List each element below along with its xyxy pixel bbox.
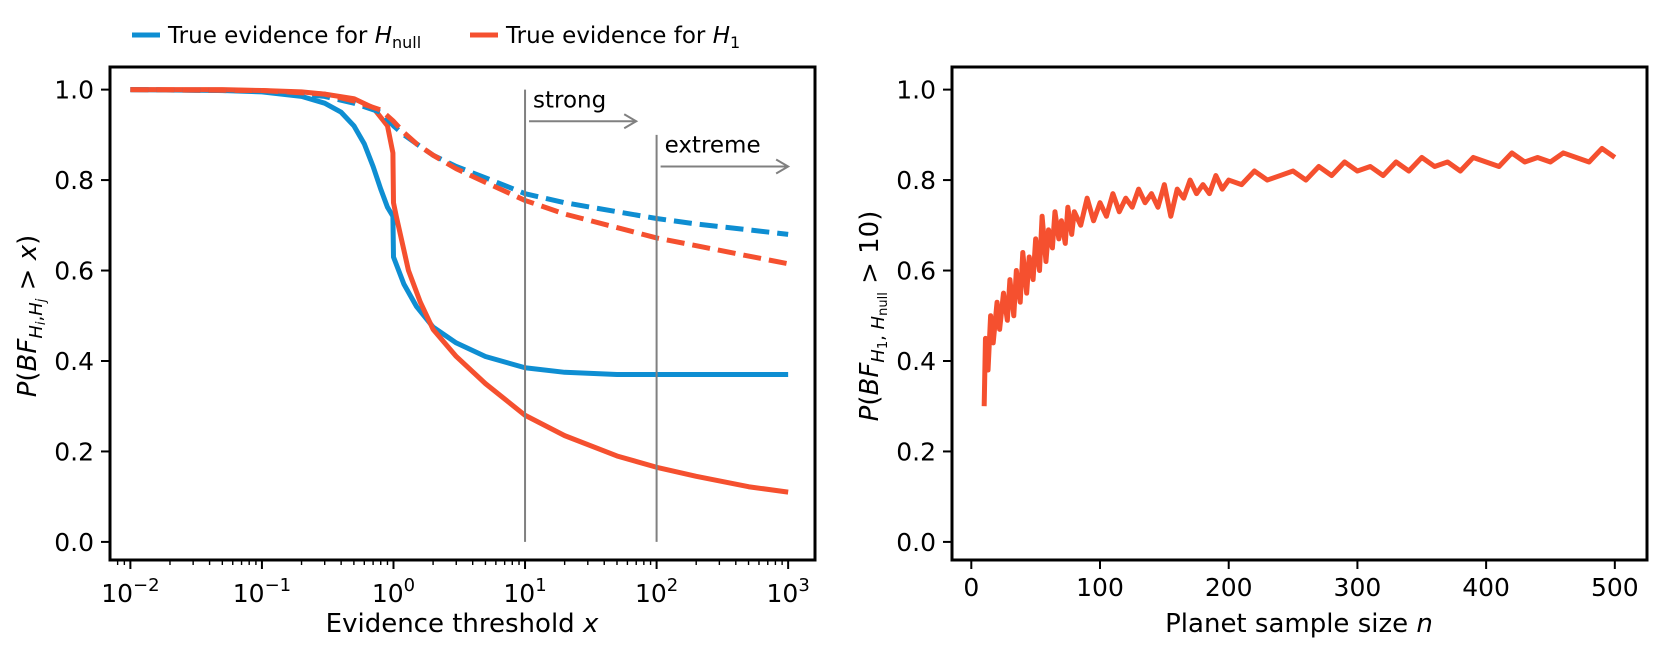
x-tick-label: 200 <box>1205 573 1253 602</box>
y-tick-label: 1.0 <box>54 76 94 105</box>
right-x-axis-label: Planet sample size n <box>1165 609 1433 639</box>
x-tick-label: 10−2 <box>101 575 159 608</box>
x-tick-label: 300 <box>1334 573 1382 602</box>
x-tick-label: 100 <box>1076 573 1124 602</box>
y-tick-label: 0.6 <box>54 257 94 286</box>
left-x-axis-label: Evidence threshold x <box>326 609 599 639</box>
y-tick-label: 0.8 <box>896 166 936 195</box>
left-chart-frame <box>108 65 817 562</box>
right-y-axis-label: P(BFH1, Hnull > 10) <box>855 211 891 422</box>
x-tick-label: 10−1 <box>233 575 291 608</box>
threshold-label-extreme: extreme <box>665 133 761 159</box>
legend: True evidence for Hnull True evidence fo… <box>132 23 740 52</box>
legend-label-h1: True evidence for H1 <box>505 23 740 52</box>
threshold-label-strong: strong <box>533 87 606 113</box>
series-line-1-0 <box>981 145 1617 407</box>
y-tick-label: 0.2 <box>54 437 94 466</box>
x-tick-label: 0 <box>963 573 979 602</box>
x-tick-label: 101 <box>503 575 546 608</box>
legend-label-hnull: True evidence for Hnull <box>167 23 421 52</box>
right-chart-frame <box>950 65 1649 562</box>
y-tick-label: 0.8 <box>54 166 94 195</box>
y-tick-label: 0.0 <box>896 528 936 557</box>
series-line-0-0 <box>130 87 789 378</box>
x-tick-label: 102 <box>635 575 678 608</box>
y-tick-label: 0.4 <box>896 347 936 376</box>
y-tick-label: 0.2 <box>896 437 936 466</box>
y-tick-label: 0.6 <box>896 257 936 286</box>
left-chart-panel: strong extreme 10−2 10−1 100 101 102 103 0.0 0.… <box>13 65 817 639</box>
x-tick-label: 100 <box>372 575 415 608</box>
series-line-0-3 <box>130 87 789 267</box>
x-tick-label: 103 <box>767 575 810 608</box>
x-tick-label: 400 <box>1462 573 1510 602</box>
y-tick-label: 0.0 <box>54 528 94 557</box>
left-y-axis-label: P(BFHi,Hj > x) <box>13 235 49 398</box>
y-tick-label: 1.0 <box>896 76 936 105</box>
right-chart-panel: 0 100 200 300 400 500 0.0 0.2 0.4 0.6 0.8 1.0 Plan… <box>855 65 1649 639</box>
series-line-0-2 <box>130 87 789 237</box>
threshold-arrowhead-extreme <box>775 158 791 175</box>
x-tick-label: 500 <box>1591 573 1639 602</box>
y-tick-label: 0.4 <box>54 347 94 376</box>
threshold-arrowhead-strong <box>623 113 639 130</box>
